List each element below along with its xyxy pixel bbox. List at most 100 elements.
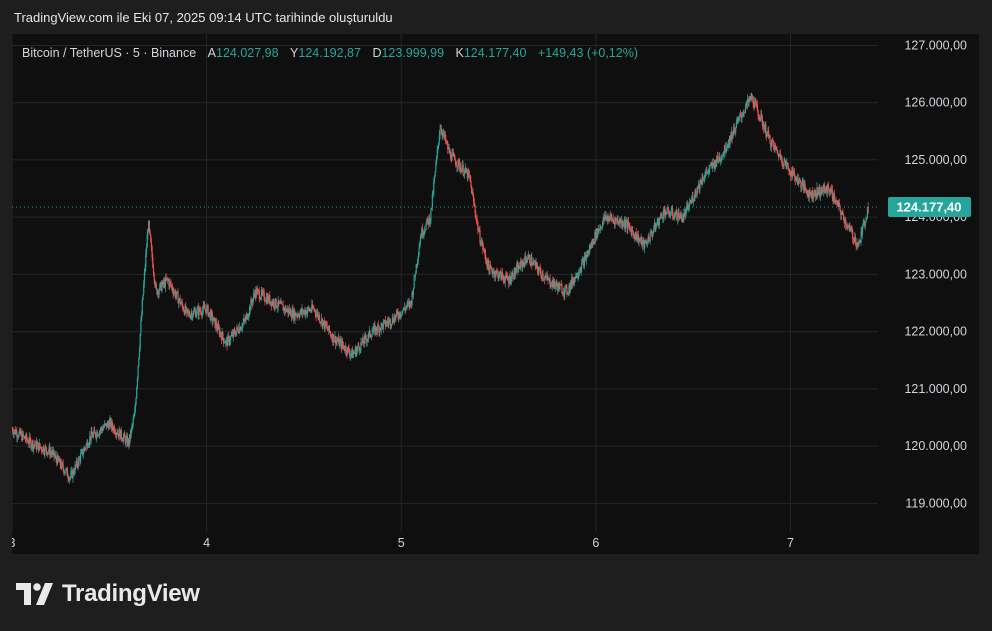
candle-body [473,196,475,203]
candle-body [731,131,733,139]
candle-body [333,340,335,343]
last-price-label: 124.177,40 [896,200,961,215]
candle-body [324,321,326,329]
candle-body [56,455,59,465]
candle-body [353,353,355,354]
candle-body [412,292,414,296]
candle-body [616,218,618,221]
candle-body [573,280,575,284]
candle-body [255,288,257,298]
candle-body [730,131,733,140]
open-label: A [207,46,216,60]
candle-body [304,310,306,315]
symbol-label[interactable]: Bitcoin / TetherUS · 5 · Binance [22,46,197,60]
candle-body [124,437,127,444]
candle-body [53,450,55,457]
candle-body [510,281,512,284]
candle-body [827,184,829,189]
candle-body [414,275,416,277]
candle-body [644,241,646,249]
candle-body [99,430,101,432]
candle-body [114,432,116,434]
candle-body [737,120,739,122]
candle-body [230,335,232,337]
candle-body [190,314,192,318]
candle-body [150,234,152,242]
tradingview-logo: TradingView [16,580,200,608]
candle-body [208,312,210,316]
candle-body [204,306,206,310]
candle-body [17,436,19,438]
y-tick-label: 121.000,00 [904,382,967,396]
candle-body [332,334,335,343]
candle-body [762,124,764,126]
candle-body [685,208,687,217]
candle-body [267,296,270,302]
candle-body [134,404,136,412]
candle-body [409,301,411,307]
candle-body [137,366,139,378]
candle-body [718,156,720,162]
x-tick-label: 4 [203,536,210,550]
candle-body [543,278,546,280]
candlestick-chart[interactable]: 127.000,00126.000,00125.000,00124.000,00… [12,34,979,554]
candle-body [515,271,517,275]
candle-body [138,357,140,367]
candle-body [356,347,358,350]
candle-body [447,142,449,150]
chart-panel[interactable]: Bitcoin / TetherUS · 5 · Binance A124.02… [12,34,979,554]
candle-body [851,230,853,231]
candle-body [551,280,553,287]
candle-body [592,239,594,245]
candle-body [377,324,380,327]
candle-body [296,315,298,316]
candle-body [842,214,845,221]
candle-body [841,210,843,213]
candle-body [373,325,375,327]
candle-body [773,145,775,151]
candle-body [397,312,399,317]
candle-body [595,228,597,240]
candle-body [721,155,723,157]
candle-body [817,191,819,194]
candle-body [702,177,704,181]
candle-body [688,202,691,207]
candle-body [278,300,280,304]
candle-body [178,298,181,300]
candle-body [768,135,770,137]
candle-body [546,275,548,279]
candle-body [627,221,629,229]
candle-body [153,273,155,281]
candle-body [344,349,346,352]
candle-body [857,244,859,247]
candle-body [669,214,672,216]
candle-body [443,131,445,138]
candle-body [248,314,250,318]
candle-body [382,324,384,329]
candle-body [553,279,555,285]
change-value: +149,43 (+0,12%) [537,46,638,60]
candle-body [220,332,222,336]
candle-body [16,431,18,438]
candle-body [360,342,363,344]
candle-body [800,180,802,188]
candle-body [580,262,583,272]
candle-body [811,190,813,198]
candle-body [771,140,773,142]
candle-body [543,278,545,280]
candle-body [608,217,610,222]
candle-body [120,429,122,439]
candle-body [624,220,626,228]
candle-body [460,167,462,173]
candle-body [197,307,199,316]
candle-body [202,305,204,311]
candle-body [365,339,368,343]
candle-body [169,281,171,287]
candle-body [56,459,58,465]
candle-body [20,432,22,435]
candle-body [501,272,503,280]
candle-body [664,210,666,217]
candle-body [314,309,316,311]
candle-body [735,127,737,133]
candle-body [481,242,483,243]
